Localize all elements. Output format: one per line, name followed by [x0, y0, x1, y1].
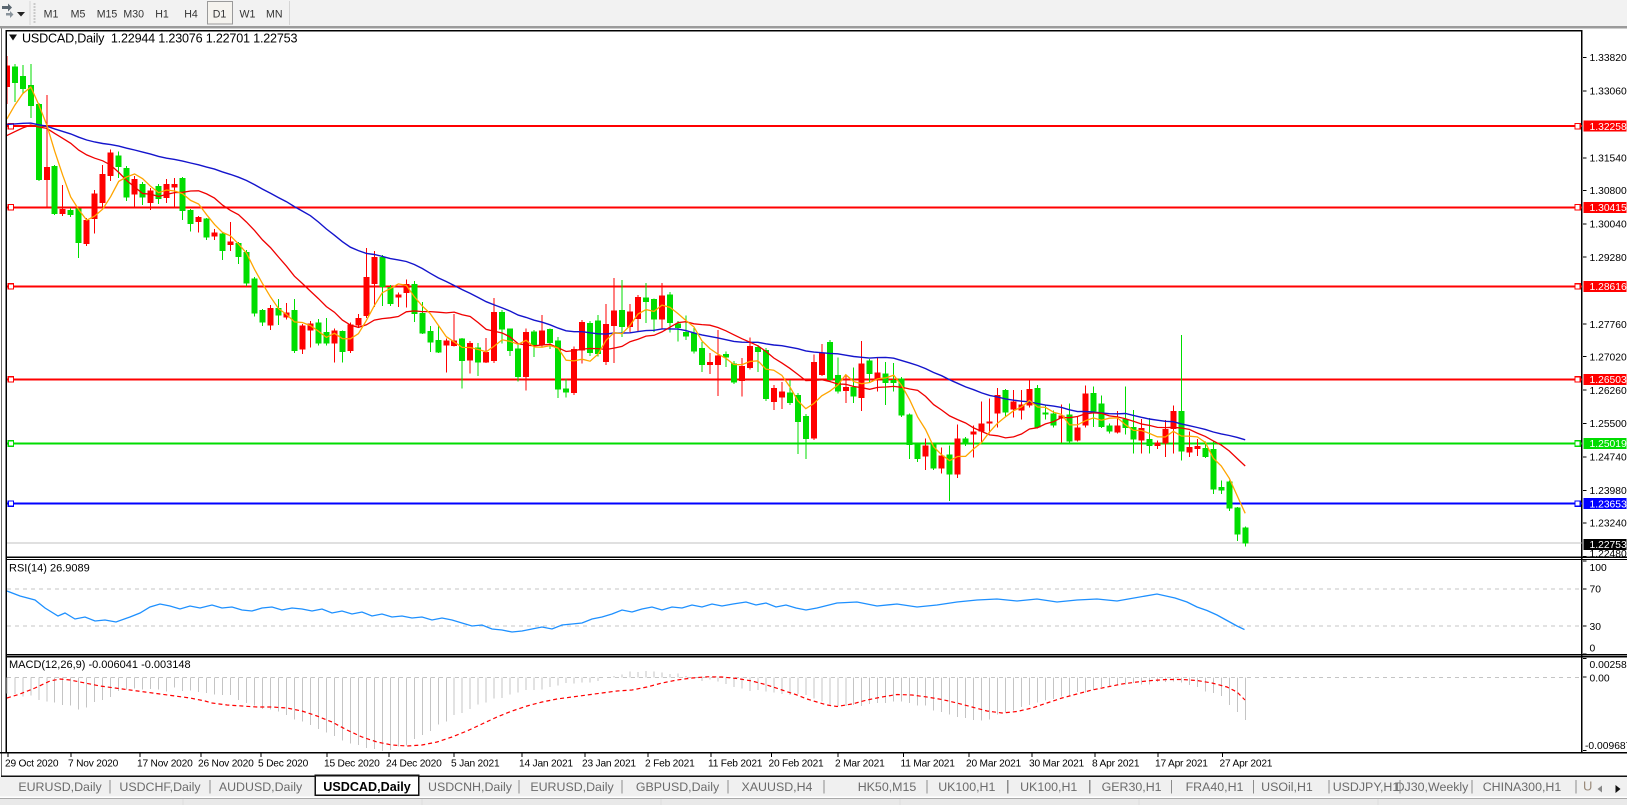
svg-text:M30: M30 [123, 9, 144, 21]
svg-text:D1: D1 [213, 9, 227, 21]
svg-text:H4: H4 [184, 9, 198, 21]
svg-text:100: 100 [1590, 563, 1607, 574]
svg-text:1.30800: 1.30800 [1590, 186, 1627, 197]
svg-text:15 Dec 2020: 15 Dec 2020 [324, 759, 380, 770]
svg-text:UK100,H1: UK100,H1 [1020, 780, 1077, 794]
svg-text:1.31540: 1.31540 [1590, 153, 1627, 164]
svg-text:MN: MN [266, 9, 282, 21]
svg-text:1.27020: 1.27020 [1590, 352, 1627, 363]
svg-text:EURUSD,Daily: EURUSD,Daily [18, 780, 102, 794]
svg-text:1.23240: 1.23240 [1590, 519, 1627, 530]
svg-text:USDCAD,Daily 1.22944 1.23076: USDCAD,Daily 1.22944 1.23076 1.22701 1.2… [22, 31, 297, 45]
svg-text:27 Apr 2021: 27 Apr 2021 [1220, 759, 1273, 770]
svg-text:1.26260: 1.26260 [1590, 386, 1627, 397]
svg-text:-0.009687: -0.009687 [1585, 741, 1627, 752]
svg-text:20 Feb 2021: 20 Feb 2021 [769, 759, 825, 770]
svg-text:1.23980: 1.23980 [1590, 486, 1627, 497]
svg-text:1.33060: 1.33060 [1590, 87, 1627, 98]
svg-text:1.30415: 1.30415 [1590, 203, 1627, 214]
svg-text:1.22480: 1.22480 [1590, 549, 1627, 560]
svg-text:GER30,H1: GER30,H1 [1102, 780, 1162, 794]
svg-text:M1: M1 [44, 9, 59, 21]
svg-text:FRA40,H1: FRA40,H1 [1186, 780, 1244, 794]
svg-text:8 Apr 2021: 8 Apr 2021 [1092, 759, 1140, 770]
svg-text:1.26503: 1.26503 [1590, 375, 1627, 386]
svg-text:30: 30 [1590, 622, 1602, 633]
svg-text:1.24740: 1.24740 [1590, 453, 1627, 464]
svg-text:5 Dec 2020: 5 Dec 2020 [258, 759, 309, 770]
svg-text:1.25500: 1.25500 [1590, 419, 1627, 430]
svg-text:30 Mar 2021: 30 Mar 2021 [1029, 759, 1085, 770]
svg-text:USDJPY,H1: USDJPY,H1 [1333, 780, 1400, 794]
svg-text:2 Feb 2021: 2 Feb 2021 [645, 759, 695, 770]
svg-text:24 Dec 2020: 24 Dec 2020 [386, 759, 442, 770]
svg-text:17 Nov 2020: 17 Nov 2020 [137, 759, 193, 770]
svg-text:XAUUSD,H4: XAUUSD,H4 [742, 780, 813, 794]
svg-text:DJ30,Weekly: DJ30,Weekly [1396, 780, 1470, 794]
svg-text:U: U [1583, 779, 1592, 794]
svg-text:1.27760: 1.27760 [1590, 320, 1627, 331]
svg-text:0.00258: 0.00258 [1590, 660, 1627, 671]
svg-text:MACD(12,26,9) -0.006041 -0.003: MACD(12,26,9) -0.006041 -0.003148 [9, 659, 191, 671]
svg-text:29 Oct 2020: 29 Oct 2020 [5, 759, 59, 770]
svg-text:2 Mar 2021: 2 Mar 2021 [835, 759, 885, 770]
svg-text:AUDUSD,Daily: AUDUSD,Daily [219, 780, 303, 794]
svg-text:20 Mar 2021: 20 Mar 2021 [966, 759, 1022, 770]
svg-text:W1: W1 [240, 9, 256, 21]
svg-text:USOil,H1: USOil,H1 [1261, 780, 1313, 794]
svg-text:M15: M15 [97, 9, 118, 21]
svg-text:GBPUSD,Daily: GBPUSD,Daily [636, 780, 720, 794]
svg-text:14 Jan 2021: 14 Jan 2021 [519, 759, 573, 770]
svg-text:17 Apr 2021: 17 Apr 2021 [1155, 759, 1208, 770]
svg-text:USDCHF,Daily: USDCHF,Daily [119, 780, 201, 794]
svg-text:HK50,M15: HK50,M15 [858, 780, 917, 794]
svg-text:UK100,H1: UK100,H1 [938, 780, 995, 794]
svg-text:CHINA300,H1: CHINA300,H1 [1483, 780, 1562, 794]
svg-text:USDCAD,Daily: USDCAD,Daily [323, 780, 410, 794]
svg-text:11 Feb 2021: 11 Feb 2021 [708, 759, 763, 770]
svg-text:5 Jan 2021: 5 Jan 2021 [451, 759, 500, 770]
svg-text:26 Nov 2020: 26 Nov 2020 [198, 759, 254, 770]
svg-text:1.32258: 1.32258 [1590, 122, 1627, 133]
svg-text:H1: H1 [155, 9, 169, 21]
svg-text:1.29280: 1.29280 [1590, 253, 1627, 264]
svg-text:23 Jan 2021: 23 Jan 2021 [582, 759, 636, 770]
svg-text:1.22753: 1.22753 [1590, 540, 1627, 551]
svg-text:11 Mar 2021: 11 Mar 2021 [901, 759, 956, 770]
svg-text:7 Nov 2020: 7 Nov 2020 [68, 759, 119, 770]
svg-text:1.30040: 1.30040 [1590, 219, 1627, 230]
svg-text:M5: M5 [71, 9, 86, 21]
svg-text:0.00: 0.00 [1590, 673, 1610, 684]
svg-text:1.33820: 1.33820 [1590, 53, 1627, 64]
svg-text:RSI(14) 26.9089: RSI(14) 26.9089 [9, 563, 90, 575]
svg-text:1.23653: 1.23653 [1590, 499, 1627, 510]
svg-text:1.28616: 1.28616 [1590, 282, 1627, 293]
svg-text:EURUSD,Daily: EURUSD,Daily [530, 780, 614, 794]
svg-text:70: 70 [1590, 585, 1602, 596]
svg-text:0: 0 [1590, 644, 1596, 655]
svg-text:USDCNH,Daily: USDCNH,Daily [428, 780, 513, 794]
svg-text:1.25019: 1.25019 [1590, 439, 1627, 450]
